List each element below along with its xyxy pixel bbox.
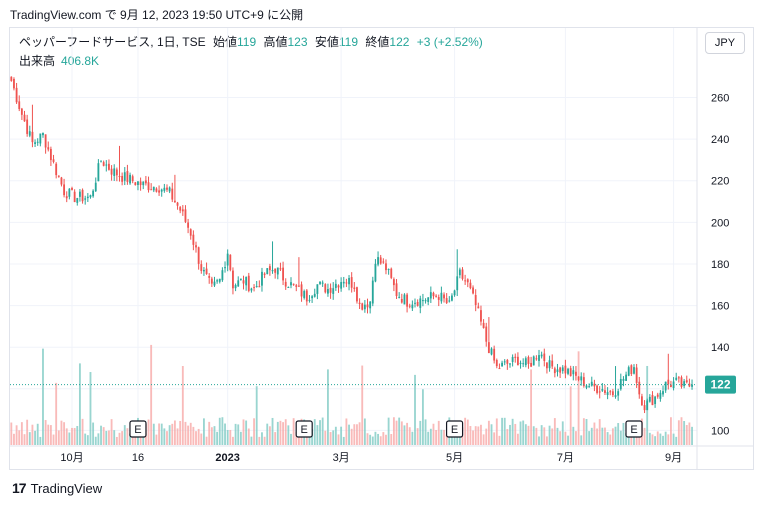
volume-value: 406.8K <box>61 54 100 68</box>
footer-brand[interactable]: 17 TradingView <box>12 480 102 496</box>
open-label: 始値 <box>212 35 237 49</box>
close-value: 122 <box>389 35 410 49</box>
publish-header: TradingView.com で 9月 12, 2023 19:50 UTC+… <box>10 8 304 22</box>
chart-legend: ペッパーフードサービス, 1日, TSE 始値119 高値123 安値119 終… <box>19 34 483 50</box>
close-label: 終値 <box>365 35 390 49</box>
open-value: 119 <box>237 35 257 49</box>
symbol-label[interactable]: ペッパーフードサービス, 1日, TSE <box>19 35 206 49</box>
low-value: 119 <box>338 35 359 49</box>
currency-button[interactable]: JPY <box>705 32 745 54</box>
chart-frame <box>9 27 754 470</box>
brand-name: TradingView <box>30 480 103 496</box>
high-value: 123 <box>287 35 308 49</box>
high-label: 高値 <box>263 35 288 49</box>
low-label: 安値 <box>314 35 339 49</box>
volume-label: 出来高 <box>19 54 56 68</box>
tradingview-logo-icon: 17 <box>12 480 27 496</box>
change-value: +3 (+2.52%) <box>416 35 483 49</box>
volume-legend: 出来高 406.8K <box>19 52 99 69</box>
